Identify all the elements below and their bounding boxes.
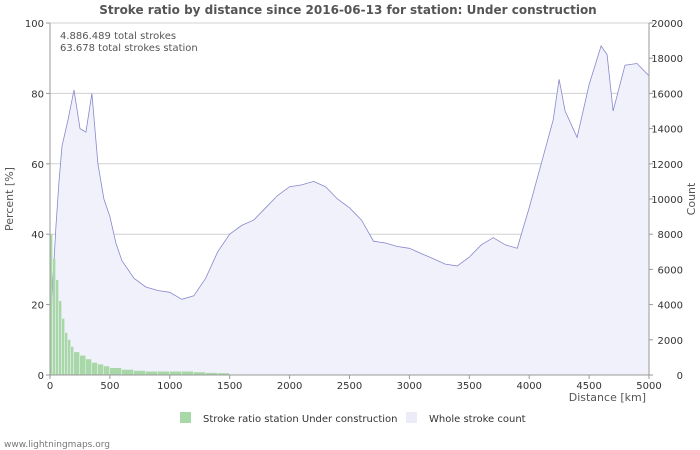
x-tick-label: 3000 xyxy=(397,381,422,392)
ratio-bar xyxy=(169,371,182,375)
x-tick-label: 500 xyxy=(100,381,119,392)
ratio-bar xyxy=(68,339,71,375)
ratio-bar xyxy=(74,352,80,375)
station-strokes-annotation: 63.678 total strokes station xyxy=(60,43,198,54)
right-tick-label: 16000 xyxy=(651,89,683,100)
x-tick-label: 5000 xyxy=(636,381,661,392)
x-tick-label: 1500 xyxy=(217,381,242,392)
left-tick-label: 20 xyxy=(31,301,44,312)
chart-title: Stroke ratio by distance since 2016-06-1… xyxy=(99,3,596,17)
ratio-bar xyxy=(193,372,206,375)
right-tick-label: 14000 xyxy=(651,125,683,136)
right-tick-label: 2000 xyxy=(658,336,683,347)
right-tick-label: 10000 xyxy=(651,195,683,206)
ratio-bar xyxy=(80,355,86,375)
left-axis-ticks: 0 20 40 60 80 100 xyxy=(25,19,50,382)
ratio-bar xyxy=(71,346,74,375)
legend-swatch-count xyxy=(406,412,417,423)
x-tick-label: 2000 xyxy=(277,381,302,392)
ratio-bar xyxy=(133,370,146,375)
ratio-bar xyxy=(50,234,53,375)
left-tick-label: 0 xyxy=(38,371,44,382)
ratio-bar xyxy=(56,280,59,375)
legend: Stroke ratio station Under construction … xyxy=(180,412,526,425)
ratio-bar xyxy=(65,332,68,375)
x-tick-label: 0 xyxy=(47,381,53,392)
x-axis-ticks: 0 500 1000 1500 2000 2500 3000 3500 4000 4500 5000 xyxy=(47,375,662,392)
right-tick-label: 12000 xyxy=(651,160,683,171)
ratio-bar xyxy=(59,301,62,375)
ratio-bar xyxy=(145,371,158,375)
ratio-bar xyxy=(103,366,110,375)
count-area-fill xyxy=(50,45,649,376)
right-axis-label: Count xyxy=(685,182,698,215)
x-axis-label: Distance [km] xyxy=(569,391,646,404)
right-tick-label: 0 xyxy=(677,371,683,382)
ratio-bar xyxy=(109,368,122,375)
legend-label-count: Whole stroke count xyxy=(429,414,526,425)
ratio-bar xyxy=(91,362,98,375)
x-tick-label: 3500 xyxy=(457,381,482,392)
ratio-bar xyxy=(157,371,170,375)
ratio-bar xyxy=(181,371,194,375)
legend-swatch-ratio xyxy=(180,412,191,423)
right-tick-label: 8000 xyxy=(658,230,683,241)
ratio-bar xyxy=(217,373,230,375)
left-tick-label: 100 xyxy=(25,19,44,30)
ratio-bar xyxy=(205,372,218,375)
right-tick-label: 4000 xyxy=(658,301,683,312)
x-tick-label: 2500 xyxy=(337,381,362,392)
right-tick-label: 6000 xyxy=(658,265,683,276)
x-tick-label: 4000 xyxy=(516,381,541,392)
ratio-bar xyxy=(53,258,56,375)
ratio-bar xyxy=(121,369,134,375)
right-tick-label: 18000 xyxy=(651,54,683,65)
total-strokes-annotation: 4.886.489 total strokes xyxy=(60,31,176,42)
left-tick-label: 80 xyxy=(31,89,44,100)
stroke-ratio-bars xyxy=(50,234,230,375)
left-tick-label: 40 xyxy=(31,230,44,241)
x-tick-label: 4500 xyxy=(576,381,601,392)
left-tick-label: 60 xyxy=(31,160,44,171)
legend-label-ratio: Stroke ratio station Under construction xyxy=(203,414,398,425)
count-line xyxy=(49,44,650,340)
right-tick-label: 20000 xyxy=(651,19,683,30)
site-credit: www.lightningmaps.org xyxy=(4,440,110,450)
left-axis-label: Percent [%] xyxy=(3,167,16,231)
ratio-bar xyxy=(85,359,92,375)
right-axis-ticks: 0 2000 4000 6000 8000 10000 12000 14000 16000 180… xyxy=(649,19,683,382)
whole-stroke-count-area xyxy=(49,44,650,376)
ratio-bar xyxy=(97,364,104,375)
x-tick-label: 1000 xyxy=(157,381,182,392)
ratio-bar xyxy=(62,318,65,375)
